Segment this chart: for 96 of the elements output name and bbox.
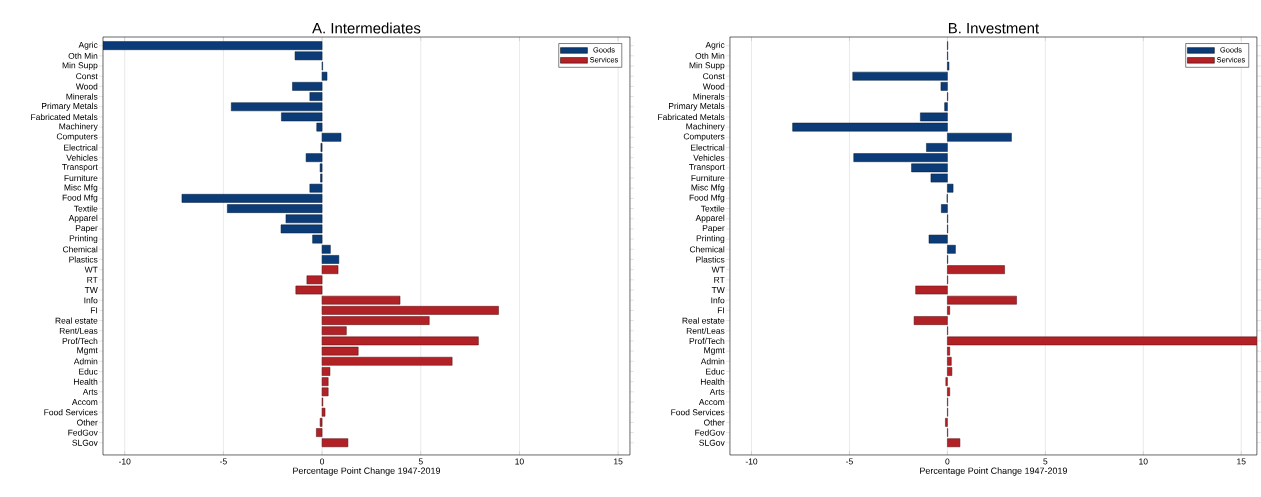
y-tick-label: WT bbox=[84, 266, 98, 273]
y-tick-label: Apparel bbox=[695, 214, 725, 223]
x-tick-label: 0 bbox=[945, 458, 950, 465]
x-tick-label: 15 bbox=[1237, 458, 1246, 465]
x-tick-label: 5 bbox=[1043, 458, 1048, 465]
y-tick-label: FI bbox=[717, 307, 724, 314]
y-tick-label: Prof/Tech bbox=[62, 337, 98, 345]
y-tick-label: Computers bbox=[683, 133, 725, 142]
y-tick-label: Food Mfg bbox=[62, 194, 98, 203]
y-tick-label: TW bbox=[84, 287, 98, 293]
y-tick-label: Min Supp bbox=[62, 62, 98, 70]
y-tick-label: Minerals bbox=[66, 93, 98, 100]
y-tick-label: Printing bbox=[696, 235, 725, 244]
y-tick-label: Printing bbox=[69, 235, 98, 244]
y-tick-label: Real estate bbox=[55, 317, 98, 324]
y-tick-label: Paper bbox=[702, 225, 725, 233]
y-tick-label: Textile bbox=[73, 205, 98, 212]
y-tick-label: Primary Metals bbox=[668, 102, 725, 111]
y-tick-label: Fabricated Metals bbox=[658, 113, 725, 121]
y-tick-label: Accom bbox=[698, 399, 725, 405]
y-tick-label: SLGov bbox=[699, 439, 725, 446]
y-tick-label: Const bbox=[703, 73, 725, 80]
y-tick-label: Arts bbox=[82, 388, 98, 395]
x-tick-label: 0 bbox=[320, 458, 325, 465]
y-tick-label: Food Mfg bbox=[689, 194, 725, 203]
y-tick-label: Arts bbox=[709, 388, 725, 395]
y-tick-label: Accom bbox=[71, 399, 98, 405]
y-tick-label: Transport bbox=[62, 164, 98, 172]
chart-title: B. Investment bbox=[948, 23, 1039, 34]
y-tick-label: Oth Min bbox=[695, 52, 725, 59]
y-tick-label: Vehicles bbox=[66, 154, 98, 161]
y-tick-label: Paper bbox=[75, 225, 98, 233]
y-tick-label: Electrical bbox=[691, 144, 725, 151]
y-tick-label: Transport bbox=[689, 164, 725, 172]
y-tick-label: Min Supp bbox=[689, 62, 725, 70]
x-tick-label: -5 bbox=[220, 458, 227, 465]
y-tick-label: Prof/Tech bbox=[689, 337, 725, 345]
y-tick-label: Agric bbox=[78, 41, 98, 50]
y-tick-label: Real estate bbox=[682, 317, 725, 324]
x-axis-title: Percentage Point Change 1947-2019 bbox=[920, 467, 1067, 476]
y-tick-label: RT bbox=[87, 276, 98, 283]
y-tick-label: FedGov bbox=[695, 429, 725, 436]
y-tick-label: Misc Mfg bbox=[691, 184, 725, 193]
y-tick-label: Primary Metals bbox=[42, 102, 98, 111]
y-tick-label: RT bbox=[714, 276, 725, 283]
y-tick-label: Chemical bbox=[689, 246, 725, 253]
x-tick-label: 15 bbox=[614, 458, 623, 465]
x-tick-label: -5 bbox=[846, 458, 853, 465]
y-tick-label: Electrical bbox=[64, 144, 98, 151]
y-tick-label: Rent/Leas bbox=[59, 327, 98, 334]
y-tick-label: Mgmt bbox=[704, 347, 725, 355]
x-axis-title: Percentage Point Change 1947-2019 bbox=[293, 467, 441, 476]
y-tick-label: Vehicles bbox=[693, 154, 725, 161]
x-tick-label: 5 bbox=[418, 458, 423, 465]
y-tick-label: Mgmt bbox=[77, 347, 98, 355]
y-tick-label: TW bbox=[711, 287, 725, 293]
y-tick-label: Educ bbox=[706, 368, 725, 375]
y-tick-label: Plastics bbox=[696, 256, 725, 263]
y-tick-label: Admin bbox=[73, 358, 98, 365]
y-tick-label: Furniture bbox=[691, 174, 725, 182]
y-tick-label: Info bbox=[84, 297, 98, 304]
y-tick-label: Plastics bbox=[69, 256, 98, 263]
y-tick-label: Furniture bbox=[64, 174, 98, 182]
y-tick-label: Admin bbox=[700, 358, 725, 365]
y-tick-label: Const bbox=[76, 73, 98, 80]
y-tick-label: Textile bbox=[700, 205, 725, 212]
y-tick-label: FedGov bbox=[68, 429, 98, 436]
y-tick-label: FI bbox=[90, 307, 98, 314]
y-tick-label: Other bbox=[77, 419, 98, 426]
y-tick-label: SLGov bbox=[72, 439, 98, 446]
x-tick-label: 10 bbox=[1139, 458, 1148, 465]
y-tick-label: Health bbox=[700, 378, 725, 385]
y-tick-label: Other bbox=[703, 419, 725, 426]
y-tick-label: Wood bbox=[702, 83, 725, 90]
y-tick-label: Oth Min bbox=[68, 52, 98, 59]
y-tick-label: Computers bbox=[56, 133, 98, 142]
y-tick-label: Wood bbox=[75, 83, 98, 90]
y-tick-label: Food Services bbox=[44, 409, 98, 416]
y-tick-label: Educ bbox=[79, 368, 98, 375]
y-tick-label: Agric bbox=[705, 41, 725, 50]
y-tick-label: WT bbox=[711, 266, 725, 273]
y-tick-label: Misc Mfg bbox=[64, 184, 98, 193]
y-tick-label: Apparel bbox=[68, 214, 98, 223]
y-tick-label: Info bbox=[711, 297, 725, 304]
y-tick-label: Fabricated Metals bbox=[31, 113, 98, 121]
y-tick-label: Minerals bbox=[693, 93, 725, 100]
y-tick-label: Food Services bbox=[671, 409, 725, 416]
y-tick-label: Health bbox=[74, 378, 98, 385]
y-tick-label: Machinery bbox=[686, 123, 725, 132]
x-tick-label: -10 bbox=[118, 458, 131, 465]
y-tick-label: Chemical bbox=[62, 246, 98, 253]
y-tick-label: Machinery bbox=[59, 123, 98, 132]
x-tick-label: 10 bbox=[515, 458, 524, 465]
x-tick-label: -10 bbox=[745, 458, 758, 465]
y-tick-label: Rent/Leas bbox=[686, 327, 725, 334]
chart-title: A. Intermediates bbox=[312, 22, 421, 34]
